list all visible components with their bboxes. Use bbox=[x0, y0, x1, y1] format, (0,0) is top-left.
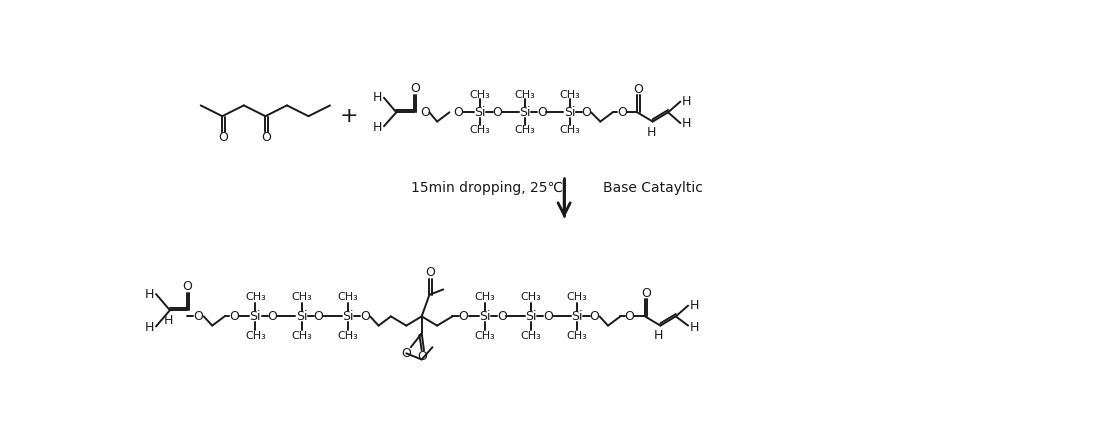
Text: O: O bbox=[624, 310, 634, 323]
Text: CH₃: CH₃ bbox=[567, 331, 588, 341]
Text: O: O bbox=[459, 310, 468, 323]
Text: CH₃: CH₃ bbox=[514, 125, 535, 135]
Text: Si: Si bbox=[525, 310, 537, 323]
Text: O: O bbox=[641, 287, 651, 300]
Text: CH₃: CH₃ bbox=[470, 90, 491, 99]
Text: H: H bbox=[654, 329, 664, 342]
Text: H: H bbox=[373, 121, 383, 134]
Text: O: O bbox=[183, 280, 193, 293]
Text: Si: Si bbox=[571, 310, 583, 323]
Text: Si: Si bbox=[564, 106, 576, 119]
Text: O: O bbox=[313, 310, 323, 323]
Text: O: O bbox=[261, 131, 271, 144]
Text: CH₃: CH₃ bbox=[559, 90, 580, 99]
Text: CH₃: CH₃ bbox=[521, 292, 542, 302]
Text: O: O bbox=[267, 310, 277, 323]
Text: H: H bbox=[146, 321, 154, 335]
Text: CH₃: CH₃ bbox=[245, 292, 266, 302]
Text: Si: Si bbox=[520, 106, 531, 119]
Text: CH₃: CH₃ bbox=[474, 292, 495, 302]
Text: H: H bbox=[682, 117, 692, 130]
Text: O: O bbox=[581, 106, 591, 119]
Text: O: O bbox=[453, 106, 463, 119]
Text: H: H bbox=[146, 288, 154, 301]
Text: CH₃: CH₃ bbox=[470, 125, 491, 135]
Text: +: + bbox=[340, 106, 357, 126]
Text: CH₃: CH₃ bbox=[514, 90, 535, 99]
Text: O: O bbox=[543, 310, 553, 323]
Text: CH₃: CH₃ bbox=[559, 125, 580, 135]
Text: O: O bbox=[360, 310, 370, 323]
Text: O: O bbox=[228, 310, 238, 323]
Text: H: H bbox=[689, 299, 699, 312]
Text: CH₃: CH₃ bbox=[291, 292, 312, 302]
Text: CH₃: CH₃ bbox=[567, 292, 588, 302]
Text: CH₃: CH₃ bbox=[338, 331, 358, 341]
Text: H: H bbox=[682, 95, 692, 108]
Text: Base Catayltic: Base Catayltic bbox=[602, 181, 703, 195]
Text: O: O bbox=[617, 106, 627, 119]
Text: O: O bbox=[537, 106, 547, 119]
Text: O: O bbox=[589, 310, 599, 323]
Text: O: O bbox=[496, 310, 506, 323]
Text: O: O bbox=[401, 347, 411, 360]
Text: CH₃: CH₃ bbox=[338, 292, 358, 302]
Text: O: O bbox=[492, 106, 502, 119]
Text: H: H bbox=[373, 91, 383, 104]
Text: 15min dropping, 25℃: 15min dropping, 25℃ bbox=[411, 181, 564, 195]
Text: Si: Si bbox=[249, 310, 261, 323]
Text: Si: Si bbox=[342, 310, 354, 323]
Text: O: O bbox=[193, 310, 203, 323]
Text: H: H bbox=[646, 126, 656, 139]
Text: CH₃: CH₃ bbox=[291, 331, 312, 341]
Text: O: O bbox=[410, 82, 419, 95]
Text: O: O bbox=[218, 131, 228, 144]
Text: O: O bbox=[418, 350, 427, 363]
Text: CH₃: CH₃ bbox=[521, 331, 542, 341]
Text: Si: Si bbox=[479, 310, 491, 323]
Text: O: O bbox=[633, 83, 643, 96]
Text: Si: Si bbox=[296, 310, 308, 323]
Text: H: H bbox=[163, 315, 173, 328]
Text: O: O bbox=[420, 106, 430, 119]
Text: H: H bbox=[689, 320, 699, 334]
Text: CH₃: CH₃ bbox=[474, 331, 495, 341]
Text: CH₃: CH₃ bbox=[245, 331, 266, 341]
Text: Si: Si bbox=[474, 106, 486, 119]
Text: O: O bbox=[426, 266, 435, 279]
